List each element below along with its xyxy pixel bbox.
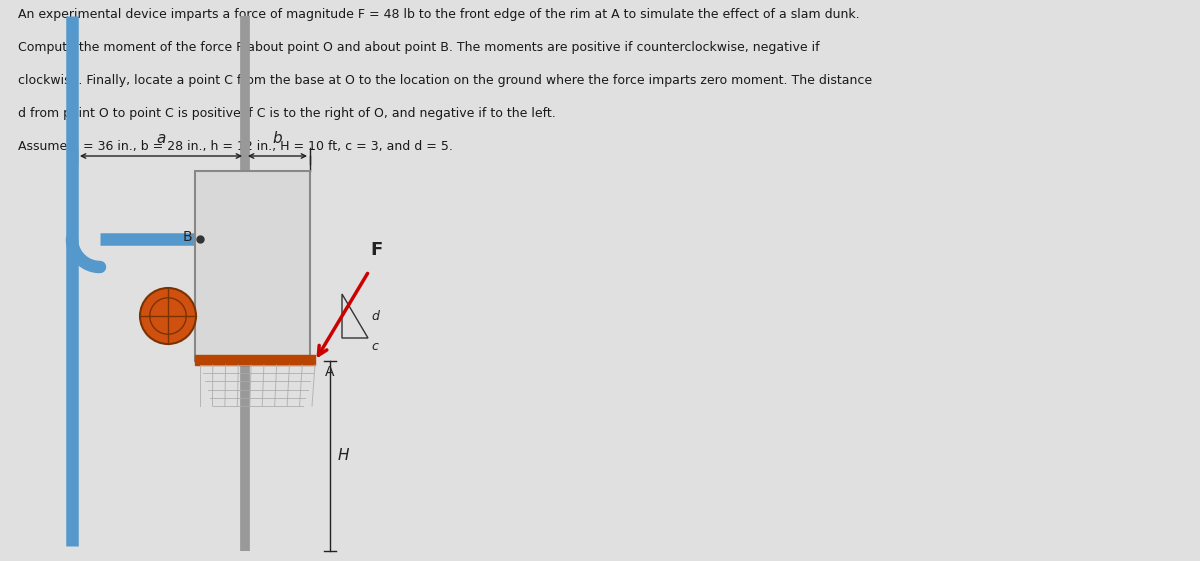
Circle shape xyxy=(140,288,196,344)
Text: a: a xyxy=(156,131,166,146)
Text: d from point O to point C is positive if C is to the right of O, and negative if: d from point O to point C is positive if… xyxy=(18,107,556,120)
Bar xyxy=(194,355,314,365)
Text: B: B xyxy=(182,230,192,244)
Text: H: H xyxy=(338,448,349,463)
Text: h: h xyxy=(193,291,203,306)
Text: c: c xyxy=(371,340,378,353)
Text: An experimental device imparts a force of magnitude F = 48 lb to the front edge : An experimental device imparts a force o… xyxy=(18,8,859,21)
Text: b: b xyxy=(272,131,282,146)
Text: A: A xyxy=(325,365,335,379)
Bar xyxy=(194,171,310,361)
Text: d: d xyxy=(371,310,379,323)
Text: Assume a = 36 in., b = 28 in., h = 12 in., H = 10 ft, c = 3, and d = 5.: Assume a = 36 in., b = 28 in., h = 12 in… xyxy=(18,140,452,153)
Text: F: F xyxy=(371,241,383,259)
Text: clockwise. Finally, locate a point C from the base at O to the location on the g: clockwise. Finally, locate a point C fro… xyxy=(18,74,872,87)
Text: Compute the moment of the force F about point O and about point B. The moments a: Compute the moment of the force F about … xyxy=(18,41,820,54)
